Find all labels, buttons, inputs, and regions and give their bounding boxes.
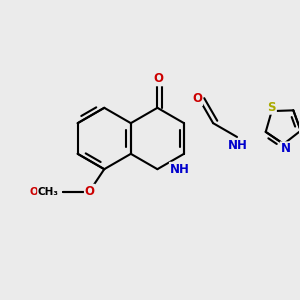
Text: NH: NH: [228, 139, 248, 152]
Text: N: N: [280, 142, 291, 155]
Text: O: O: [192, 92, 202, 105]
Text: CH₃: CH₃: [38, 187, 59, 197]
Text: OCH₃: OCH₃: [29, 187, 59, 197]
Text: O: O: [153, 72, 164, 86]
Text: NH: NH: [170, 163, 190, 176]
Text: O: O: [85, 185, 95, 198]
Text: S: S: [267, 101, 276, 114]
